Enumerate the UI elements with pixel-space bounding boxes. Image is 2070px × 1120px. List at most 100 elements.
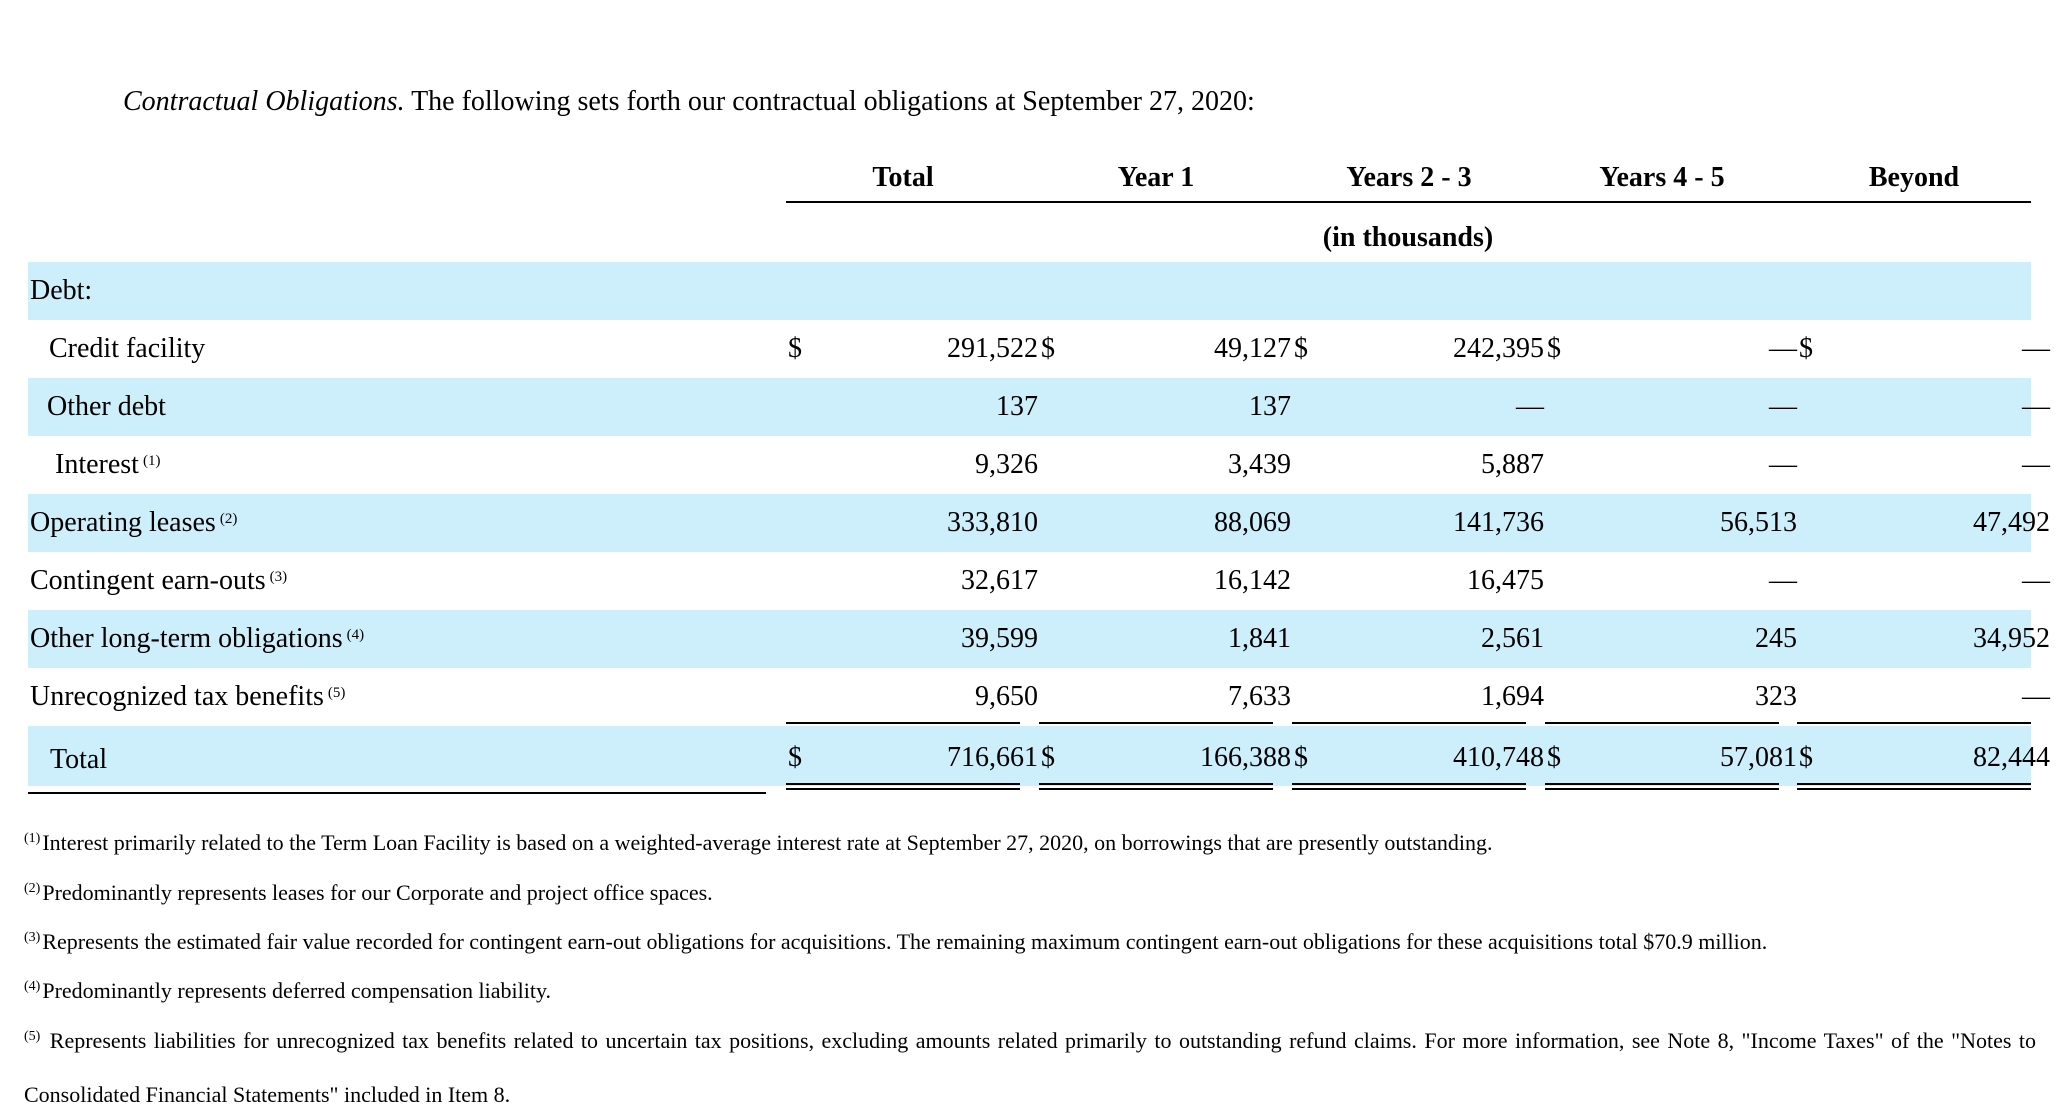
footnote-ref: (5) [327, 685, 346, 701]
cell-total: 137 [996, 391, 1038, 422]
cell-beyond: — [2022, 565, 2050, 596]
cell-year-1: 88,069 [1214, 507, 1291, 538]
cell-total: 32,617 [961, 565, 1038, 596]
intro-paragraph: Contractual Obligations. The following s… [123, 84, 1255, 120]
cell-years-2-3: 16,475 [1467, 565, 1544, 596]
cell-beyond: 82,444 [1973, 742, 2050, 773]
subtotal-rule [1292, 722, 1526, 724]
header-rule [786, 201, 2031, 203]
cell-years-4-5: 245 [1755, 623, 1797, 654]
cell-years-2-3: 242,395 [1453, 333, 1544, 364]
cell-years-4-5: 56,513 [1720, 507, 1797, 538]
table-row: Other debt 137 137 — — — [28, 378, 2050, 436]
cell-years-2-3: 410,748 [1453, 742, 1544, 773]
cell-total: 39,599 [961, 623, 1038, 654]
total-double-rule [1545, 783, 1779, 790]
cell-years-4-5: — [1769, 333, 1797, 364]
footnote-mark: (2) [24, 881, 41, 896]
currency-symbol: $ [1547, 333, 1561, 364]
intro-lead: Contractual Obligations. [123, 86, 405, 117]
footnote-ref: (3) [269, 569, 288, 585]
footnote-text: Represents liabilities for unrecognized … [24, 1028, 2036, 1107]
cell-years-2-3: 2,561 [1481, 623, 1544, 654]
row-label: Operating leases (2) [30, 507, 238, 538]
footnote-mark: (4) [24, 979, 41, 994]
table-row: Other long-term obligations (4) 39,599 1,… [28, 610, 2050, 668]
column-header-total: Total [872, 162, 934, 193]
section-row-debt: Debt: [28, 262, 2031, 320]
footnote-ref: (4) [346, 627, 365, 643]
total-double-rule [1292, 783, 1526, 790]
section-label-debt: Debt: [30, 275, 93, 306]
cell-year-1: 3,439 [1228, 449, 1291, 480]
intro-text: The following sets forth our contractual… [404, 86, 1255, 117]
row-label: Other debt [47, 391, 166, 422]
table-row: Interest (1) 9,326 3,439 5,887 — — [28, 436, 2050, 494]
cell-total: 333,810 [947, 507, 1038, 538]
cell-beyond: 47,492 [1973, 507, 2050, 538]
cell-years-2-3: 5,887 [1481, 449, 1544, 480]
footnote-5: (5) Represents liabilities for unrecogni… [24, 1016, 2036, 1120]
table-row: Operating leases (2) 333,810 88,069 141,7… [28, 494, 2050, 552]
footnote-3: (3)Represents the estimated fair value r… [24, 917, 1767, 971]
subtotal-rule [786, 722, 1020, 724]
currency-symbol: $ [1799, 742, 1813, 773]
footnote-ref: (2) [219, 511, 238, 527]
row-label: Credit facility [49, 333, 206, 364]
table-row: Credit facility $ 291,522 $ 49,127 $ 242… [28, 320, 2050, 378]
footnote-text: Predominantly represents leases for our … [42, 880, 713, 905]
column-header-beyond: Beyond [1868, 162, 1960, 193]
total-double-rule [786, 783, 1020, 790]
column-header-year-1: Year 1 [1117, 162, 1195, 193]
cell-total: 716,661 [947, 742, 1038, 773]
table-row: Unrecognized tax benefits (5) 9,650 7,633… [28, 668, 2050, 726]
footnote-1: (1)Interest primarily related to the Ter… [24, 818, 1493, 872]
cell-year-1: 1,841 [1228, 623, 1291, 654]
currency-symbol: $ [1294, 333, 1308, 364]
footnote-text: Interest primarily related to the Term L… [42, 830, 1493, 855]
footnote-4: (4)Predominantly represents deferred com… [24, 966, 551, 1020]
cell-beyond: — [2022, 333, 2050, 364]
footnote-mark: (3) [24, 930, 41, 945]
footnote-text: Predominantly represents deferred compen… [42, 978, 552, 1003]
cell-years-4-5: — [1769, 565, 1797, 596]
cell-years-4-5: 57,081 [1720, 742, 1797, 773]
column-header-years-4-5: Years 4 - 5 [1599, 162, 1725, 193]
row-label: Unrecognized tax benefits (5) [30, 681, 346, 712]
cell-beyond: 34,952 [1973, 623, 2050, 654]
row-label-total: Total [50, 744, 108, 775]
cell-beyond: — [2022, 391, 2050, 422]
subtotal-rule [1039, 722, 1273, 724]
footnote-mark: (1) [24, 831, 41, 846]
row-label: Contingent earn-outs (3) [30, 565, 288, 596]
footnote-mark: (5) [24, 1029, 41, 1044]
cell-year-1: 137 [1249, 391, 1291, 422]
cell-years-2-3: 141,736 [1453, 507, 1544, 538]
footnote-text: Represents the estimated fair value reco… [42, 929, 1768, 954]
cell-total: 291,522 [947, 333, 1038, 364]
footnote-ref: (1) [142, 453, 161, 469]
cell-years-2-3: 1,694 [1481, 681, 1544, 712]
cell-beyond: — [2022, 681, 2050, 712]
cell-total: 9,650 [975, 681, 1038, 712]
currency-symbol: $ [1799, 333, 1813, 364]
cell-year-1: 166,388 [1200, 742, 1291, 773]
cell-years-4-5: 323 [1755, 681, 1797, 712]
footnote-2: (2)Predominantly represents leases for o… [24, 868, 713, 922]
subtotal-rule [1797, 722, 2031, 724]
table-row-total: Total $ 716,661 $ 166,388 $ 410,748 $ 57… [28, 726, 2050, 786]
currency-symbol: $ [788, 742, 802, 773]
cell-beyond: — [2022, 449, 2050, 480]
table-row: Contingent earn-outs (3) 32,617 16,142 16… [28, 552, 2050, 610]
cell-years-4-5: — [1769, 449, 1797, 480]
cell-years-2-3: — [1516, 391, 1544, 422]
cell-year-1: 16,142 [1214, 565, 1291, 596]
cell-total: 9,326 [975, 449, 1038, 480]
currency-symbol: $ [1041, 333, 1055, 364]
currency-symbol: $ [1547, 742, 1561, 773]
row-label: Other long-term obligations (4) [30, 623, 365, 654]
cell-years-4-5: — [1769, 391, 1797, 422]
total-double-rule [1039, 783, 1273, 790]
cell-year-1: 7,633 [1228, 681, 1291, 712]
